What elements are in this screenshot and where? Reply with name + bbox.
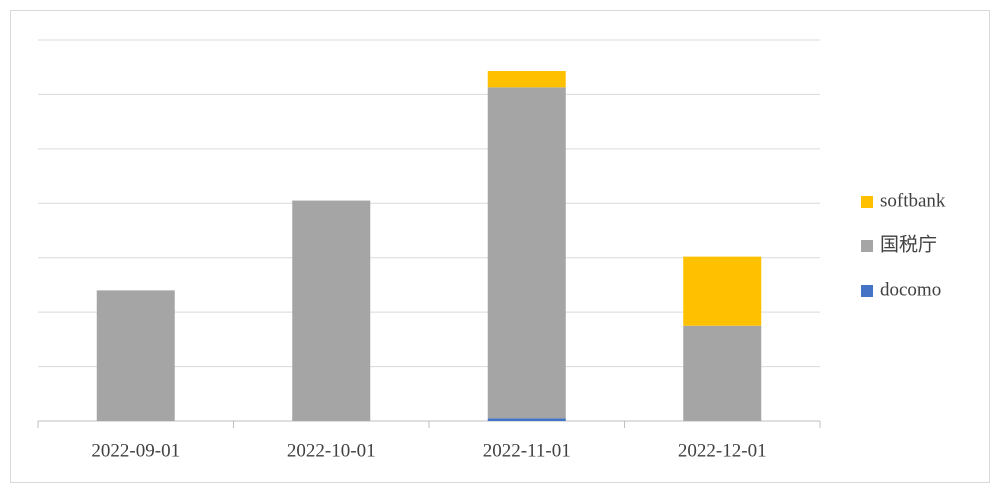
x-tick-label: 2022-09-01 (91, 440, 180, 461)
legend-label: 国税庁 (880, 233, 937, 255)
x-tick-label: 2022-10-01 (287, 440, 376, 461)
legend-swatch (861, 285, 873, 297)
bar-segment (487, 71, 566, 88)
bar-segment (487, 418, 566, 421)
bar-segment (487, 87, 566, 419)
legend-swatch (861, 240, 873, 252)
bar-segment (96, 290, 175, 421)
legend-label: docomo (880, 279, 941, 300)
bar-segment (683, 325, 762, 421)
bar-segment (292, 200, 371, 421)
legend-swatch (861, 196, 873, 208)
x-tick-label: 2022-11-01 (483, 440, 571, 461)
bar-segment (683, 256, 762, 326)
x-tick-label: 2022-12-01 (678, 440, 767, 461)
legend-label: softbank (880, 190, 946, 211)
